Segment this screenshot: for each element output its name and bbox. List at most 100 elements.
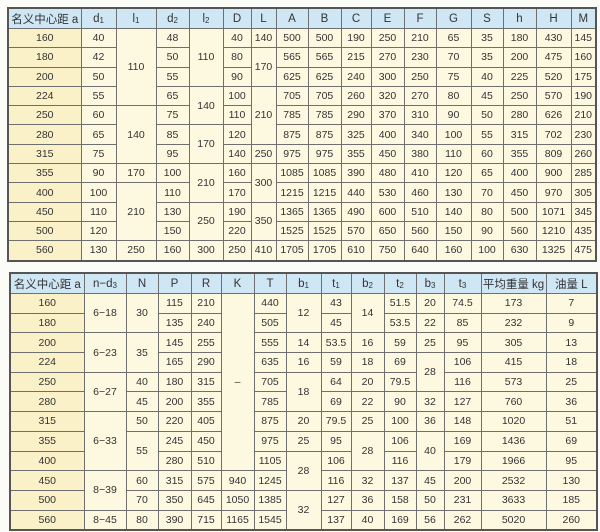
header-label: P xyxy=(170,277,179,290)
table-cell: 230 xyxy=(570,124,597,145)
table-cell: 110 xyxy=(115,27,157,107)
table-cell: 130 xyxy=(545,470,598,491)
table-cell: 285 xyxy=(570,163,597,184)
table-cell: 100 xyxy=(155,163,190,184)
table-row: 200 50 55 90 625 625 240 300 250 75 40 225 520 175 xyxy=(7,66,597,87)
table-cell: 475 xyxy=(570,240,597,262)
table-cell: 250 xyxy=(250,143,277,165)
table-cell: 200 xyxy=(157,391,192,413)
table-cell: 28 xyxy=(285,450,322,491)
table-cell: 110 xyxy=(155,182,190,203)
table-cell: 6−18 xyxy=(83,292,127,334)
center-distance-cell: 200 xyxy=(9,332,85,354)
header-label: F xyxy=(416,12,424,25)
table-row: 200 6−23 35 145 255 555 14 53.5 16 59 25 95 305 13 xyxy=(9,332,598,373)
table-cell: 575 xyxy=(190,470,222,491)
center-distance-cell: 180 xyxy=(7,47,82,68)
table-cell: 215 xyxy=(340,47,372,68)
column-header: R xyxy=(190,272,222,294)
table-cell: 430 xyxy=(535,27,572,49)
table-cell: 1245 xyxy=(253,470,287,491)
table-cell: 120 xyxy=(435,163,472,184)
table-cell: 50 xyxy=(80,66,117,87)
table-cell: 809 xyxy=(535,143,572,165)
header-subscript: 2 xyxy=(399,280,404,290)
table-cell: 250 xyxy=(222,240,252,262)
table-cell: 260 xyxy=(570,143,597,165)
table-cell: 18 xyxy=(285,371,322,413)
table-cell: 127 xyxy=(443,391,482,413)
header-label: L xyxy=(260,12,267,25)
table-cell: 1215 xyxy=(275,182,309,203)
table-cell: 100 xyxy=(470,240,504,262)
table-cell: 210 xyxy=(190,293,222,314)
table-cell: 65 xyxy=(155,85,190,107)
table-cell: 975 xyxy=(275,143,309,165)
header-subscript: 3 xyxy=(430,280,436,290)
table-cell: 106 xyxy=(383,430,417,452)
table-cell: 450 xyxy=(190,430,222,452)
table-cell: 640 xyxy=(403,240,437,262)
table-cell: 355 xyxy=(190,391,222,413)
table-row: 500 120 150 220 1525 1525 570 650 560 150 90 560 121… xyxy=(7,220,597,242)
table-cell: 169 xyxy=(383,509,417,531)
header-label: E xyxy=(383,12,392,25)
table-cell: 25 xyxy=(415,332,445,354)
table-cell: 290 xyxy=(340,105,372,126)
table-cell: 74.5 xyxy=(443,293,482,314)
table-cell: 22 xyxy=(415,312,445,334)
table-cell: 145 xyxy=(570,27,597,49)
table-cell: 16 xyxy=(350,332,385,354)
table-cell: 250 xyxy=(115,240,157,262)
column-header: A xyxy=(275,7,309,29)
table-cell: 210 xyxy=(250,85,277,145)
table-cell: 80 xyxy=(125,509,159,531)
center-distance-cell: 400 xyxy=(9,450,85,472)
table-cell: 231 xyxy=(443,489,482,511)
header-label: C xyxy=(351,12,361,25)
table-cell: 500 xyxy=(275,27,309,49)
table-cell: 55 xyxy=(80,85,117,107)
center-distance-cell: 315 xyxy=(7,143,82,165)
table-cell: 180 xyxy=(502,27,537,49)
table-cell: 560 xyxy=(502,220,537,242)
table-cell: 6−33 xyxy=(83,411,127,472)
table-cell: 1085 xyxy=(275,163,309,184)
header-subscript: 1 xyxy=(304,280,309,290)
table-cell: 635 xyxy=(253,352,287,373)
table-cell: 645 xyxy=(190,489,222,511)
table-row: 315 6−33 50 220 405 875 20 79.5 25 100 36 148 1020 51 xyxy=(9,411,598,472)
header-label: 名义中心距 a xyxy=(11,13,79,26)
table-cell: 14 xyxy=(350,292,385,334)
table-cell: 90 xyxy=(80,163,117,184)
table-cell: 170 xyxy=(188,124,224,165)
table-cell: 6−27 xyxy=(83,371,127,413)
header-label: b xyxy=(424,277,431,290)
table-cell: 53.5 xyxy=(320,332,352,354)
table-cell: 200 xyxy=(443,470,482,491)
table-cell: 315 xyxy=(190,371,222,393)
header-label: b xyxy=(298,277,305,290)
table-cell: 435 xyxy=(570,220,597,242)
table-cell: 95 xyxy=(320,430,352,452)
center-distance-cell: 500 xyxy=(7,220,82,242)
center-distance-cell: 500 xyxy=(9,489,85,511)
center-distance-cell: 560 xyxy=(7,240,82,262)
table-cell: 20 xyxy=(350,371,385,393)
table-cell: 110 xyxy=(80,201,117,222)
center-distance-cell: 160 xyxy=(9,293,85,314)
table-cell: 410 xyxy=(403,163,437,184)
table-cell: 370 xyxy=(370,105,405,126)
table-cell: 90 xyxy=(383,391,417,413)
table-cell: 65 xyxy=(435,27,472,49)
table-cell: 145 xyxy=(157,332,192,354)
table-cell: 48 xyxy=(155,27,190,49)
table-cell: 170 xyxy=(250,47,277,87)
table-cell: 240 xyxy=(190,312,222,334)
table-row: 400 100 210 110 170 1215 1215 440 530 460 130 70 450… xyxy=(7,182,597,242)
table-cell: 13 xyxy=(545,332,598,354)
center-distance-cell: 355 xyxy=(7,163,82,184)
table-cell: 173 xyxy=(480,293,547,314)
table-cell: 565 xyxy=(307,47,342,68)
